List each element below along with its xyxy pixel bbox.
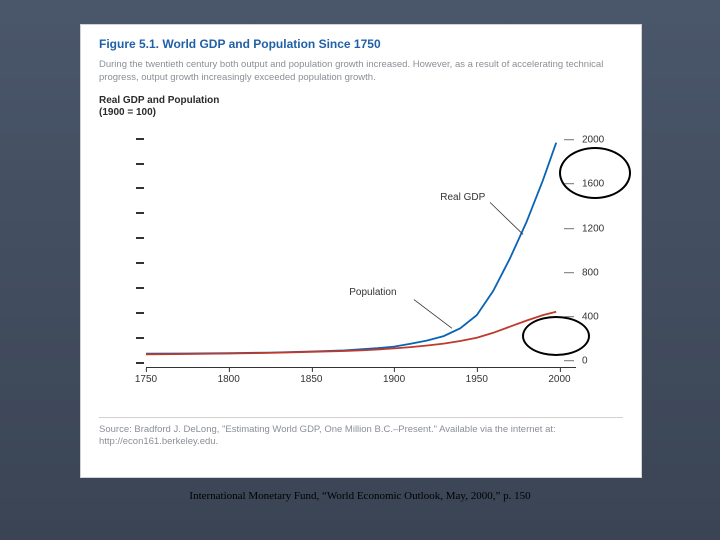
y-tick-label: 1200: [582, 223, 612, 234]
x-tick-label: 1750: [135, 374, 157, 385]
figure-title: Figure 5.1. World GDP and Population Sin…: [99, 37, 623, 51]
y-tick-label: 2000: [582, 135, 612, 146]
subtitle-line1: Real GDP and Population: [99, 95, 219, 106]
attribution-text: International Monetary Fund, “World Econ…: [80, 490, 640, 502]
y-tick-label: 1600: [582, 179, 612, 190]
series-label: Population: [349, 287, 396, 298]
x-tick-label: 1950: [466, 374, 488, 385]
left-dash: [136, 337, 144, 339]
x-tick-label: 2000: [548, 374, 570, 385]
left-dash: [136, 212, 144, 214]
slide: Figure 5.1. World GDP and Population Sin…: [0, 0, 720, 540]
left-dash: [136, 163, 144, 165]
series-label: Real GDP: [440, 192, 485, 203]
plot-region: 0400800120016002000175018001850190019502…: [146, 135, 576, 368]
figure-caption: During the twentieth century both output…: [99, 59, 623, 85]
figure-source: Source: Bradford J. DeLong, "Estimating …: [99, 417, 623, 450]
y-tick-label: 0: [582, 356, 612, 367]
figure-subtitle: Real GDP and Population (1900 = 100): [99, 95, 623, 119]
left-dash: [136, 237, 144, 239]
series-real-gdp: [146, 142, 556, 353]
left-dash: [136, 138, 144, 140]
left-dash: [136, 187, 144, 189]
figure-panel: Figure 5.1. World GDP and Population Sin…: [80, 24, 642, 478]
x-tick-label: 1900: [383, 374, 405, 385]
pointer-line: [490, 202, 523, 234]
figure-inner: Figure 5.1. World GDP and Population Sin…: [81, 25, 641, 455]
series-population: [146, 311, 556, 354]
left-dash: [136, 287, 144, 289]
x-tick-label: 1850: [300, 374, 322, 385]
x-tick-label: 1800: [218, 374, 240, 385]
pointer-line: [414, 299, 452, 328]
y-tick-label: 400: [582, 311, 612, 322]
left-dash: [136, 362, 144, 364]
y-tick-label: 800: [582, 267, 612, 278]
subtitle-line2: (1900 = 100): [99, 107, 156, 118]
plot-svg: [146, 135, 576, 367]
left-dash: [136, 312, 144, 314]
chart-area: 0400800120016002000175018001850190019502…: [116, 123, 606, 393]
left-dash: [136, 262, 144, 264]
